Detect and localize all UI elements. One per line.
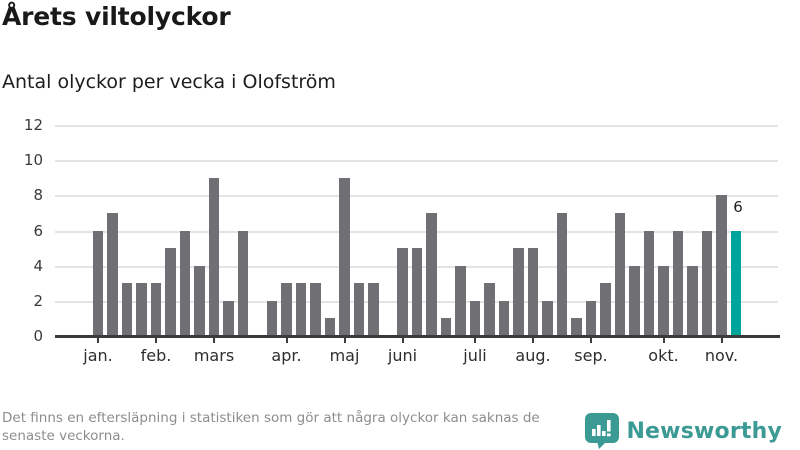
bar-week-22 bbox=[397, 248, 408, 336]
bar-week-19 bbox=[353, 283, 365, 337]
bar-week-15 bbox=[295, 283, 307, 337]
x-tick-jan bbox=[97, 337, 99, 343]
x-tick-feb bbox=[155, 337, 157, 343]
bar-week-6 bbox=[165, 248, 176, 336]
bar-week-14 bbox=[281, 283, 292, 337]
gridline-8 bbox=[55, 195, 778, 198]
gridline-10 bbox=[55, 160, 778, 163]
x-label-feb: feb. bbox=[140, 346, 172, 365]
x-axis-line bbox=[55, 335, 780, 338]
bar-week-2 bbox=[107, 212, 118, 336]
bar-week-5 bbox=[150, 283, 162, 337]
bar-week-41 bbox=[672, 230, 684, 336]
gridline-12 bbox=[55, 125, 778, 127]
bar-week-3 bbox=[121, 283, 133, 337]
bar-week-7 bbox=[179, 230, 191, 336]
gridline-6 bbox=[55, 230, 778, 233]
y-tick-label-8: 8 bbox=[33, 186, 43, 205]
bar-week-28 bbox=[484, 283, 495, 337]
x-tick-juli bbox=[474, 337, 476, 343]
x-label-jan: jan. bbox=[83, 346, 113, 365]
bar-chart: 0 2 4 6 8 10 12 jan. feb. mars apr. maj juni juli aug… bbox=[23, 116, 780, 365]
bar-week-18 bbox=[339, 177, 350, 337]
bar-week-35 bbox=[585, 300, 597, 336]
bar-week-23 bbox=[411, 248, 423, 336]
bar-week-17 bbox=[324, 318, 336, 336]
bar-week-11 bbox=[237, 230, 249, 336]
bar-week-latest bbox=[730, 230, 742, 336]
x-tick-sep bbox=[590, 337, 592, 343]
footnote: Det finns en eftersläpning i statistiken… bbox=[2, 409, 540, 445]
bar-week-42 bbox=[687, 265, 698, 336]
chart-title: Årets viltolyckor bbox=[2, 2, 231, 31]
x-tick-apr bbox=[285, 337, 288, 343]
bar-week-13 bbox=[266, 300, 278, 336]
y-tick-label-0: 0 bbox=[33, 327, 43, 345]
x-label-apr: apr. bbox=[271, 346, 302, 365]
bar-week-31 bbox=[527, 248, 539, 336]
bar-week-43 bbox=[701, 230, 713, 336]
bar-week-26 bbox=[455, 265, 466, 336]
bar-week-25 bbox=[440, 318, 452, 336]
footnote-line-2: senaste veckorna. bbox=[2, 428, 125, 444]
bar-week-37 bbox=[614, 212, 626, 336]
bar-week-30 bbox=[513, 248, 524, 336]
bar-week-34 bbox=[571, 318, 582, 336]
bar-week-20 bbox=[368, 283, 379, 337]
bar-week-4 bbox=[136, 283, 147, 337]
bar-week-33 bbox=[556, 212, 568, 336]
x-label-nov: nov. bbox=[704, 346, 739, 365]
bar-week-24 bbox=[426, 212, 437, 336]
bar-week-27 bbox=[469, 300, 481, 336]
y-tick-label-10: 10 bbox=[23, 151, 43, 170]
y-tick-label-2: 2 bbox=[33, 291, 43, 310]
x-tick-okt bbox=[662, 337, 665, 343]
x-label-juni: juni bbox=[387, 346, 418, 365]
x-label-juli: juli bbox=[463, 346, 487, 365]
x-tick-mars bbox=[213, 337, 215, 343]
y-tick-label-12: 12 bbox=[23, 116, 43, 134]
bar-week-39 bbox=[643, 230, 655, 336]
brand-name: Newsworthy bbox=[626, 418, 782, 444]
last-value-label: 6 bbox=[733, 198, 743, 216]
bar-week-29 bbox=[498, 300, 510, 336]
bar-week-8 bbox=[194, 265, 205, 336]
bar-week-1 bbox=[92, 230, 104, 336]
bar-week-44 bbox=[716, 195, 727, 336]
x-label-sep: sep. bbox=[574, 346, 608, 365]
x-label-mars: mars bbox=[193, 346, 235, 365]
x-label-okt: okt. bbox=[648, 346, 679, 365]
bar-week-16 bbox=[310, 283, 321, 337]
chart-subtitle: Antal olyckor per vecka i Olofström bbox=[2, 71, 336, 93]
x-label-maj: maj bbox=[329, 346, 360, 365]
newsworthy-bubble-chart-icon bbox=[585, 413, 620, 449]
bar-week-9 bbox=[208, 177, 220, 337]
y-tick-label-6: 6 bbox=[33, 221, 43, 240]
x-tick-aug bbox=[532, 337, 534, 343]
bar-week-36 bbox=[600, 283, 611, 337]
bar-week-38 bbox=[629, 265, 640, 336]
bar-week-40 bbox=[658, 265, 669, 336]
x-label-aug: aug. bbox=[515, 346, 551, 365]
x-tick-juni bbox=[401, 337, 404, 343]
newsworthy-logo: Newsworthy bbox=[585, 413, 782, 449]
bar-week-10 bbox=[223, 300, 234, 336]
bar-week-32 bbox=[542, 300, 553, 336]
x-tick-nov bbox=[720, 337, 723, 343]
x-tick-maj bbox=[343, 337, 346, 343]
footnote-line-1: Det finns en eftersläpning i statistiken… bbox=[2, 410, 540, 426]
y-tick-label-4: 4 bbox=[33, 256, 43, 275]
